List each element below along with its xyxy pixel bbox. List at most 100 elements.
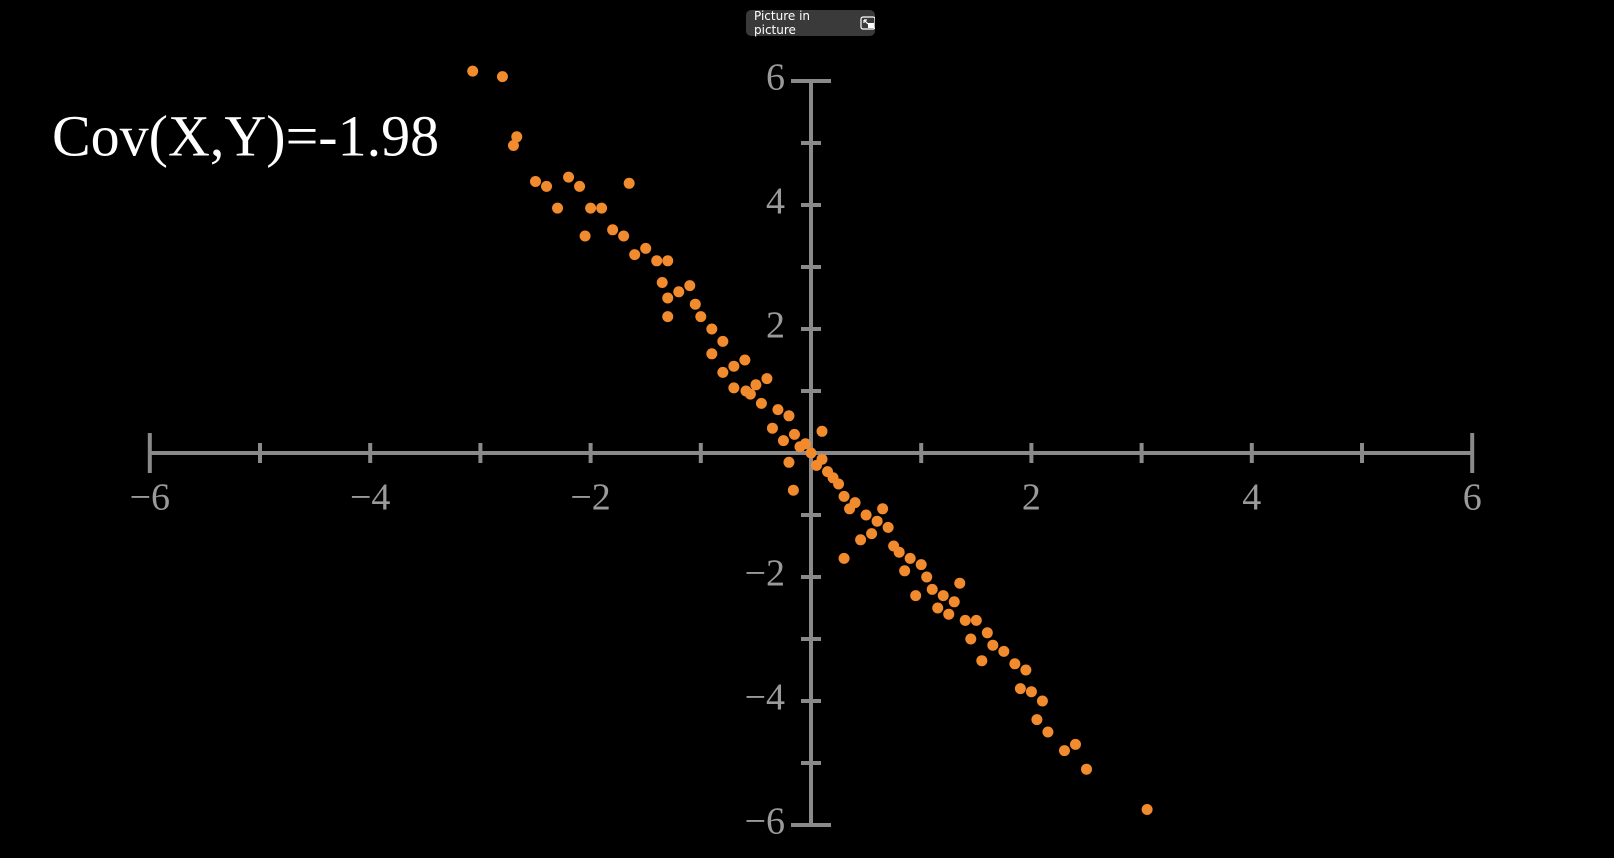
point [937, 590, 949, 602]
point [761, 373, 773, 385]
point [579, 230, 591, 242]
point [662, 255, 674, 267]
pip-icon [860, 16, 875, 30]
x-tick-label: −4 [350, 477, 390, 519]
point [623, 177, 635, 189]
point [1081, 763, 1092, 775]
point [728, 382, 740, 394]
point [662, 311, 674, 323]
x-tick-label: −2 [570, 477, 610, 519]
point [706, 348, 718, 360]
point [541, 180, 553, 192]
point [932, 602, 944, 614]
point [766, 422, 778, 434]
point [684, 280, 696, 292]
point [673, 286, 685, 298]
point [877, 503, 889, 515]
point [772, 404, 784, 416]
point [998, 645, 1010, 657]
x-tick-label: 6 [1463, 477, 1482, 519]
point [563, 171, 575, 183]
point [1069, 738, 1081, 750]
x-tick-label: 2 [1022, 477, 1041, 519]
point [970, 614, 982, 626]
x-tick-label: −6 [130, 477, 170, 519]
y-tick-label: 2 [766, 305, 785, 347]
point [976, 655, 988, 667]
point [926, 583, 938, 595]
point [954, 577, 966, 589]
point [755, 397, 767, 409]
point [910, 590, 922, 602]
y-tick-label: 4 [766, 181, 785, 223]
point [981, 627, 993, 639]
point [816, 425, 828, 437]
point [656, 277, 668, 288]
point [1014, 683, 1026, 695]
point [1009, 658, 1021, 670]
y-tick-label: −6 [745, 801, 785, 843]
point [496, 71, 508, 83]
point [1042, 726, 1054, 738]
pip-label: Picture in picture [754, 9, 811, 37]
x-tick-label: 4 [1242, 477, 1261, 519]
point [783, 410, 795, 422]
point [943, 608, 955, 620]
point [838, 490, 850, 502]
point [1036, 695, 1048, 707]
point [959, 614, 971, 626]
point [893, 546, 905, 558]
point [629, 249, 641, 261]
point [706, 323, 718, 335]
point [799, 438, 811, 450]
point [744, 388, 756, 400]
point [866, 528, 878, 540]
point [728, 360, 740, 372]
point [511, 131, 523, 143]
point [530, 175, 541, 187]
point [1020, 664, 1032, 676]
point [717, 366, 729, 378]
point [585, 202, 597, 214]
point [689, 298, 701, 310]
point [1031, 714, 1043, 726]
point [552, 202, 564, 214]
point [783, 456, 795, 468]
point [507, 139, 519, 151]
point [833, 478, 845, 490]
point [899, 565, 911, 577]
point [855, 534, 867, 546]
point [871, 515, 883, 527]
point [662, 292, 674, 304]
point [882, 521, 894, 533]
point [1141, 804, 1153, 815]
point [618, 230, 630, 242]
point [987, 639, 999, 651]
point [467, 65, 479, 77]
point [805, 447, 817, 459]
point [695, 311, 707, 323]
point [965, 633, 977, 645]
y-tick-label: −2 [745, 553, 785, 595]
point [651, 255, 663, 267]
point [915, 559, 927, 571]
point [904, 552, 916, 564]
point [788, 428, 800, 440]
point [596, 202, 608, 214]
y-tick-label: −4 [745, 677, 785, 719]
annotation: Cov(X,Y)=-1.98 [52, 103, 439, 168]
point [860, 509, 872, 521]
point [750, 379, 762, 391]
point [921, 571, 933, 583]
point [739, 354, 751, 366]
pip-button[interactable]: Picture in picture [746, 9, 875, 37]
point [948, 596, 960, 608]
point [787, 484, 799, 496]
y-tick-label: 6 [766, 57, 785, 99]
point [607, 224, 619, 236]
point [816, 453, 828, 465]
point [777, 435, 789, 447]
point [844, 503, 856, 515]
